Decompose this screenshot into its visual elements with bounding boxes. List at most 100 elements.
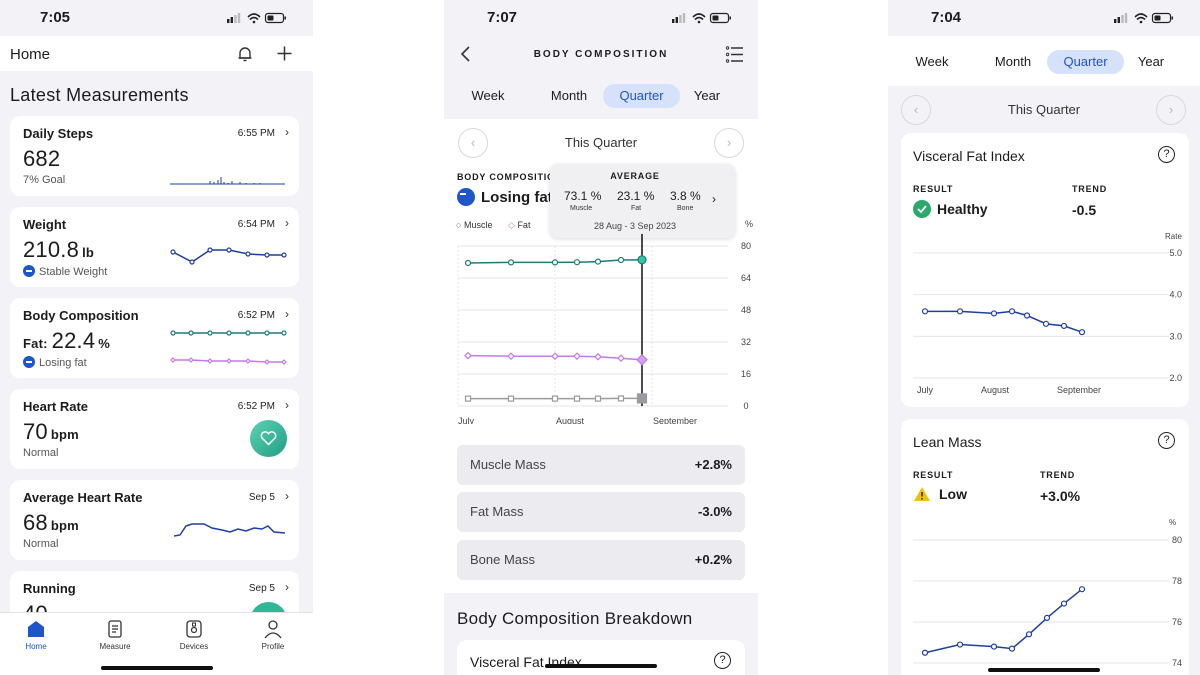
trend-value: Losing fat <box>481 189 553 206</box>
card-title: Body Composition <box>23 308 139 323</box>
x-tick-label: July <box>917 385 934 395</box>
list-icon[interactable] <box>725 46 744 68</box>
back-icon[interactable] <box>460 46 472 67</box>
trend-label: TREND <box>1072 184 1107 194</box>
card-title: Weight <box>23 217 67 232</box>
next-period-button[interactable]: › <box>1156 95 1186 125</box>
tooltip-fat-value: 23.1 % <box>617 189 655 203</box>
tab-home[interactable]: Home <box>6 619 66 651</box>
check-icon <box>913 200 931 218</box>
card-title: Heart Rate <box>23 399 89 414</box>
muscle-point <box>594 258 602 265</box>
y-tick-label: 16 <box>741 369 751 379</box>
segment-year[interactable]: Year <box>693 88 721 103</box>
fat-point <box>464 351 472 360</box>
bell-icon[interactable] <box>236 45 254 68</box>
chevron-right-icon: › <box>285 125 289 139</box>
data-point <box>956 641 964 648</box>
tooltip-range: 28 Aug - 3 Sep 2023 <box>593 221 677 231</box>
muscle-point <box>617 256 625 264</box>
segment-month[interactable]: Month <box>550 88 588 103</box>
chevron-right-icon: › <box>285 216 289 230</box>
fat-point <box>617 354 625 363</box>
card-title: Lean Mass <box>913 434 982 450</box>
home-indicator <box>545 664 657 668</box>
help-icon[interactable]: ? <box>714 652 731 669</box>
bone-point <box>636 393 648 404</box>
y-tick-label: 4.0 <box>1169 290 1182 300</box>
tooltip-bone-value: 3.8 % <box>670 189 701 203</box>
help-icon[interactable]: ? <box>1158 146 1175 163</box>
trend-arrow-icon <box>457 188 475 206</box>
add-icon[interactable] <box>276 45 293 67</box>
data-point <box>1008 645 1016 652</box>
y-tick-label: 74 <box>1172 658 1182 668</box>
previous-period-button[interactable]: ‹ <box>901 95 931 125</box>
segment-week[interactable]: Week <box>471 88 505 103</box>
tab-devices[interactable]: Devices <box>164 619 224 651</box>
segment-year[interactable]: Year <box>1137 54 1165 69</box>
card-title: Average Heart Rate <box>23 490 143 505</box>
y-tick-label: 32 <box>741 337 751 347</box>
y-tick-label: 2.0 <box>1169 373 1182 383</box>
period-label: This Quarter <box>1007 102 1081 117</box>
next-period-button[interactable]: › <box>714 128 744 158</box>
tab-measure[interactable]: Measure <box>85 619 145 651</box>
average-heart-rate-card[interactable]: Average Heart Rate Sep 5 › 68 bpm Normal <box>10 480 299 560</box>
heart-rate-card[interactable]: Heart Rate 6:52 PM › 70 bpm Normal <box>10 389 299 469</box>
y-tick-label: 3.0 <box>1169 331 1182 341</box>
segment-quarter[interactable]: Quarter <box>603 84 680 108</box>
data-point <box>1060 322 1068 330</box>
avg-hr-sparkline <box>174 523 286 537</box>
data-point <box>1025 631 1033 638</box>
segment-week[interactable]: Week <box>915 54 949 69</box>
card-subtitle: 7% Goal <box>23 174 66 186</box>
data-point <box>921 649 929 656</box>
y-tick-label: 78 <box>1172 576 1182 586</box>
heart-icon <box>260 431 277 446</box>
average-tooltip[interactable]: AVERAGE 73.1 % Muscle 23.1 % Fat 3.8 % B… <box>550 164 735 238</box>
card-subtitle: Normal <box>23 447 59 459</box>
muscle-mass-row[interactable]: Muscle Mass +2.8% <box>457 445 745 485</box>
bone-mass-row[interactable]: Bone Mass +0.2% <box>457 540 745 580</box>
visceral-fat-row[interactable]: Visceral Fat Index ? <box>457 640 745 675</box>
daily-steps-card[interactable]: Daily Steps 6:55 PM › 682 7% Goal <box>10 116 299 196</box>
series-line <box>925 310 1083 333</box>
card-value: 210.8 <box>23 237 80 262</box>
home-icon <box>28 621 44 637</box>
result-value: Healthy <box>937 201 988 217</box>
body-composition-chart: 80 64 48 32 16 0 July August September <box>457 234 751 424</box>
status-bar: 7:04 <box>888 0 1200 36</box>
period-segmented-control: Week Month Quarter Year <box>460 84 740 108</box>
body-comp-sparkline <box>170 330 287 365</box>
card-subtitle: Stable Weight <box>39 266 108 278</box>
data-point <box>1060 600 1068 607</box>
body-composition-card[interactable]: Body Composition 6:52 PM › Fat: 22.4% Los… <box>10 298 299 378</box>
chevron-right-icon: › <box>285 307 289 321</box>
system-icons <box>227 11 287 29</box>
y-tick-label: 80 <box>741 241 751 251</box>
lean-mass-card: Lean Mass ? RESULT Low TREND +3.0% % 80 7… <box>901 419 1189 675</box>
fat-legend-icon: ◇ <box>508 220 515 230</box>
fat-mass-row[interactable]: Fat Mass -3.0% <box>457 492 745 532</box>
help-icon[interactable]: ? <box>1158 432 1175 449</box>
card-time: 6:52 PM <box>237 401 275 412</box>
tab-profile[interactable]: Profile <box>243 619 303 651</box>
status-bar: 7:05 <box>0 0 313 36</box>
previous-period-button[interactable]: ‹ <box>458 128 488 158</box>
card-value: 22.4 <box>51 328 96 353</box>
legend-muscle: Muscle <box>463 220 493 230</box>
chevron-right-icon: › <box>712 192 716 206</box>
segment-quarter[interactable]: Quarter <box>1047 50 1124 74</box>
status-time: 7:04 <box>931 9 962 26</box>
legend-fat: Fat <box>517 220 531 230</box>
bone-point <box>617 395 625 402</box>
unit-label: % <box>745 219 754 229</box>
fat-point <box>636 353 648 366</box>
period-label: This Quarter <box>564 135 638 150</box>
tab-label: Profile <box>261 642 285 651</box>
weight-card[interactable]: Weight 6:54 PM › 210.8 lb Stable Weight <box>10 207 299 287</box>
card-unit: % <box>98 336 111 351</box>
segment-month[interactable]: Month <box>994 54 1032 69</box>
tab-bar: Home Measure Devices Profile <box>0 612 313 675</box>
